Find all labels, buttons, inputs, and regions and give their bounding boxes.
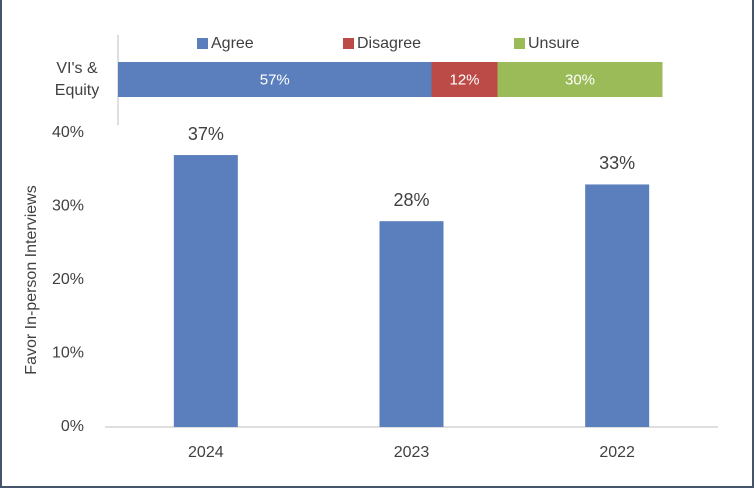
bar — [585, 184, 650, 427]
x-tick-label: 2022 — [599, 444, 635, 461]
legend-label: Agree — [211, 35, 254, 52]
y-tick-label: 0% — [61, 418, 84, 435]
category-label: VI's & Equity — [54, 60, 100, 99]
bar-segment — [118, 62, 432, 97]
y-tick-label: 20% — [52, 271, 84, 288]
bar — [173, 155, 238, 428]
y-tick-label: 40% — [52, 124, 84, 141]
y-axis-label: Favor In-person Interviews — [23, 185, 40, 374]
legend-swatch — [343, 38, 354, 49]
data-label: 57% — [260, 71, 290, 88]
data-label: 37% — [188, 124, 224, 144]
legend-swatch — [514, 38, 525, 49]
bar-segment — [497, 62, 663, 97]
data-label: 12% — [449, 71, 479, 88]
legend-label: Disagree — [357, 35, 421, 52]
y-tick-label: 10% — [52, 345, 84, 362]
data-label: 33% — [599, 153, 635, 173]
y-tick-label: 30% — [52, 198, 84, 215]
data-label: 30% — [565, 71, 595, 88]
legend-label: Unsure — [528, 35, 580, 52]
bar-segment — [431, 62, 498, 97]
x-tick-label: 2023 — [394, 444, 430, 461]
bar — [379, 221, 444, 427]
data-label: 28% — [393, 190, 429, 210]
legend-swatch — [197, 38, 208, 49]
x-tick-label: 2024 — [188, 444, 224, 461]
